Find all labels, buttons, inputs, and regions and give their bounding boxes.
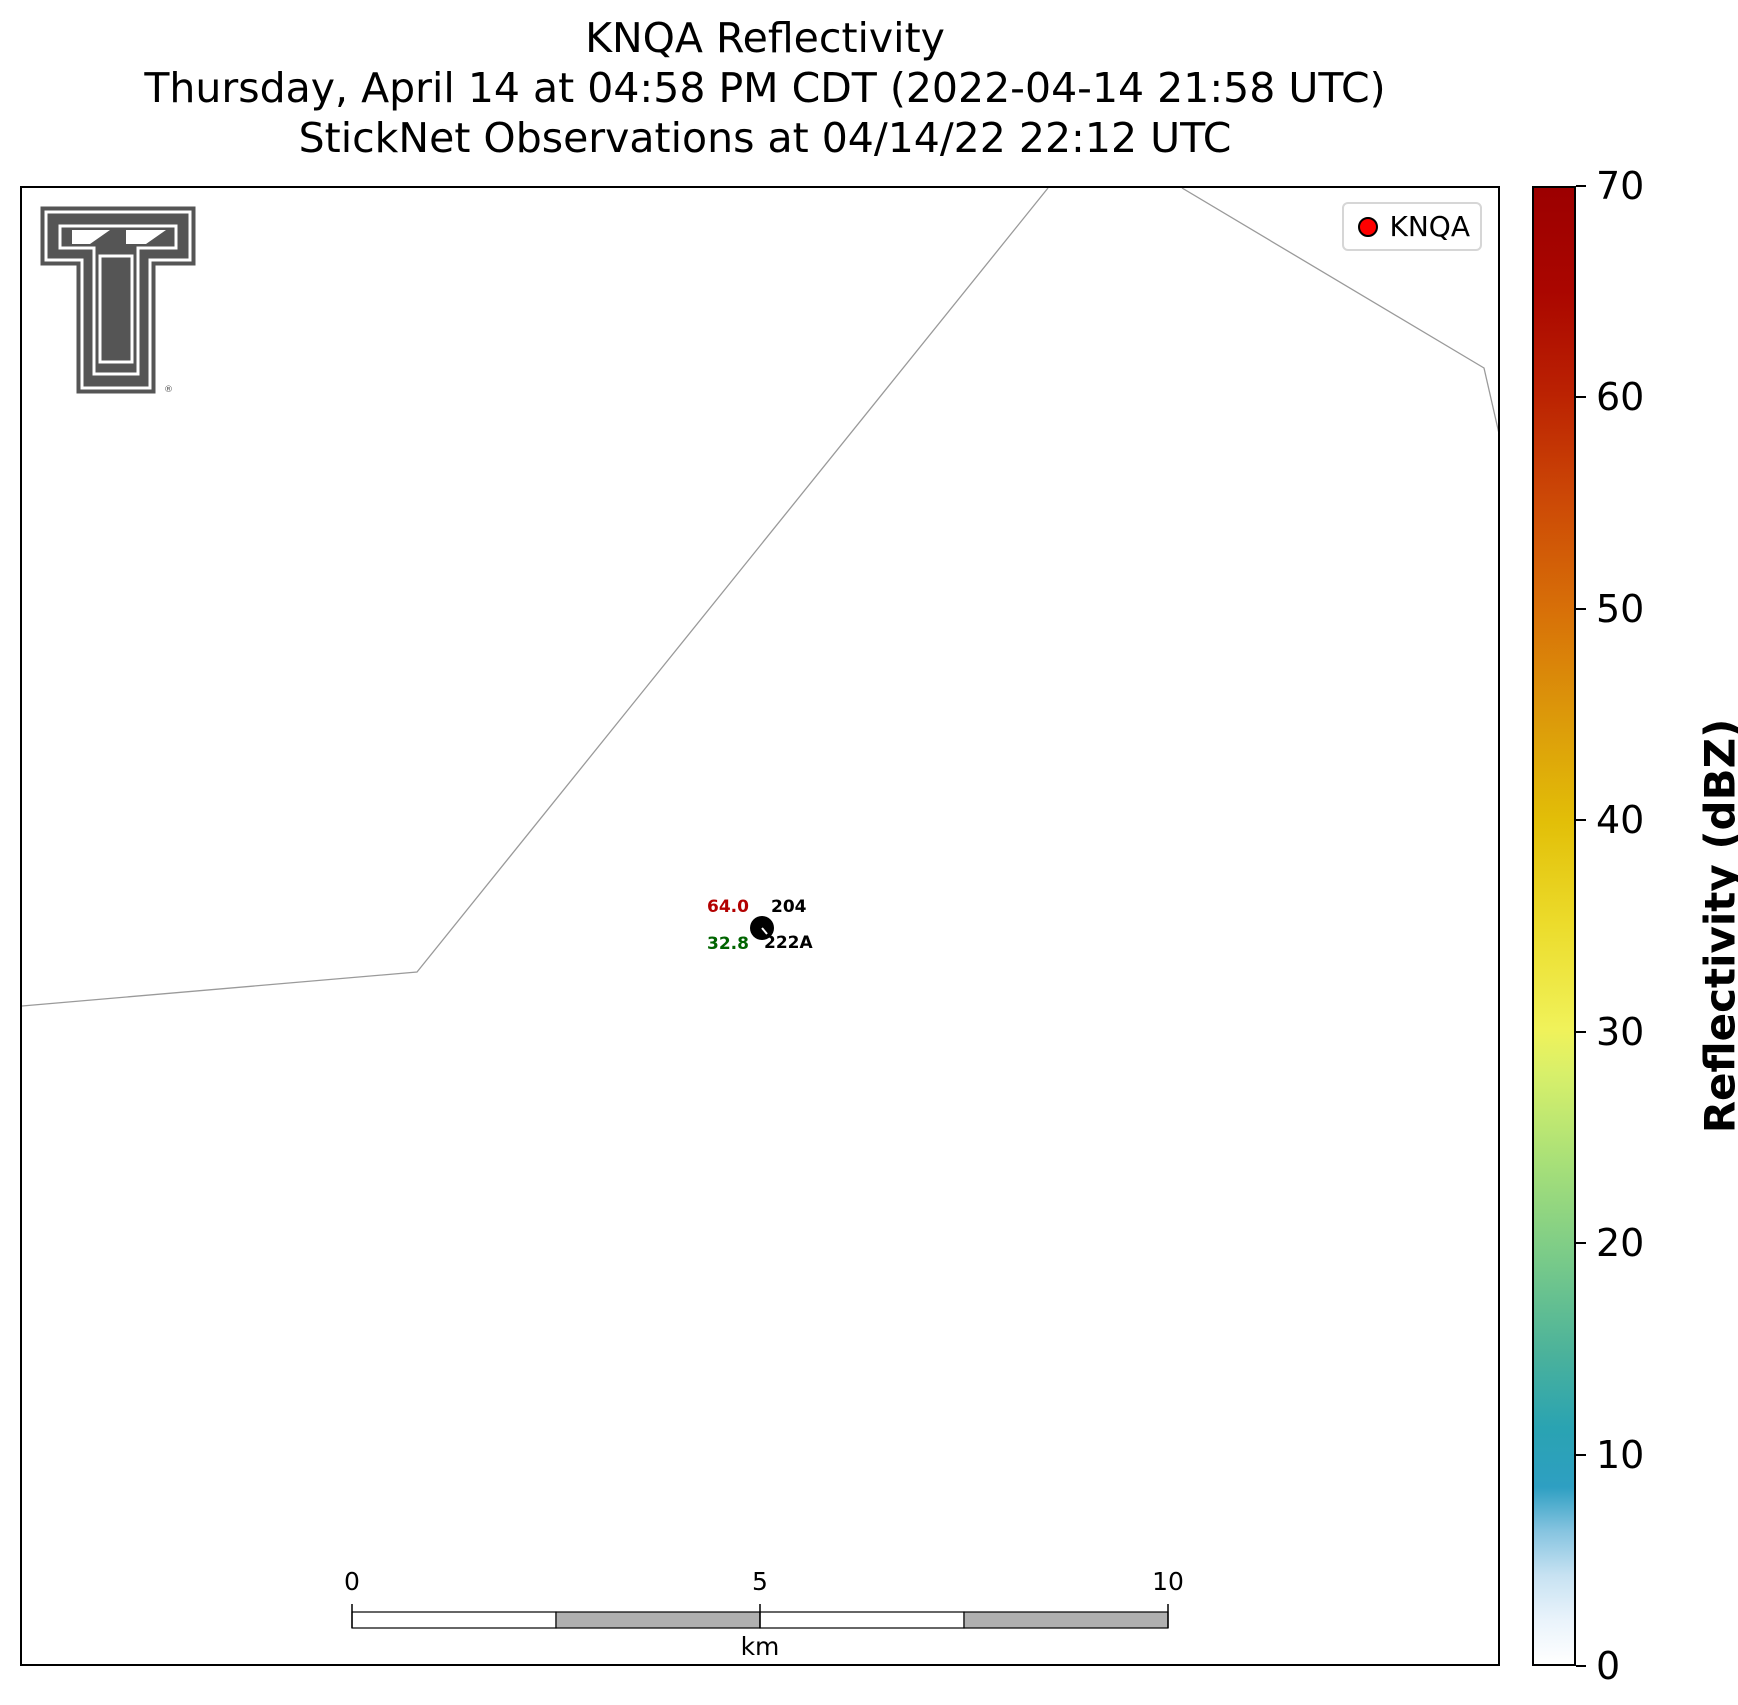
colorbar-tick-label: 60 — [1596, 375, 1645, 420]
registered-mark: ® — [164, 385, 173, 395]
scale-tick-label: 10 — [1152, 1567, 1184, 1596]
legend-label: KNQA — [1389, 210, 1471, 243]
map-panel: ® KNQA 64.0 204 32.8 222A 0 5 10 km — [20, 186, 1500, 1666]
station-sub-id: 222A — [764, 933, 813, 953]
station-id: 204 — [771, 897, 807, 917]
legend-marker — [1357, 216, 1378, 237]
colorbar-tick-label: 70 — [1596, 164, 1645, 208]
scale-bar — [351, 1604, 1169, 1629]
title-observations: StickNet Observations at 04/14/22 22:12 … — [298, 114, 1232, 162]
colorbar-tick-label: 10 — [1596, 1432, 1645, 1477]
scale-segment — [351, 1611, 557, 1629]
station-temperature: 64.0 — [707, 897, 749, 917]
wind-barb — [761, 927, 768, 935]
colorbar-tick-label: 50 — [1596, 586, 1645, 631]
county-boundary-line — [1181, 188, 1498, 433]
scale-tick-label: 0 — [344, 1567, 360, 1596]
colorbar-tick-label: 0 — [1596, 1644, 1621, 1688]
colorbar-tick — [1576, 1030, 1586, 1033]
county-boundary-line — [22, 188, 1049, 1007]
title-time: Thursday, April 14 at 04:58 PM CDT (2022… — [144, 64, 1386, 112]
colorbar-tick-label: 40 — [1596, 798, 1645, 843]
colorbar-tick — [1576, 1665, 1586, 1667]
colorbar-tick — [1576, 819, 1586, 822]
colorbar-tick — [1576, 1242, 1586, 1245]
station-dewpoint: 32.8 — [707, 934, 749, 954]
scale-unit-label: km — [740, 1632, 780, 1661]
legend: KNQA — [1341, 202, 1482, 251]
colorbar-tick-label: 30 — [1596, 1009, 1645, 1054]
colorbar-tick — [1576, 396, 1586, 399]
scale-segment — [963, 1611, 1169, 1629]
colorbar — [1532, 186, 1576, 1666]
colorbar-tick — [1576, 1453, 1586, 1456]
title-radar: KNQA Reflectivity — [585, 14, 945, 62]
map-canvas: ® — [22, 188, 1498, 1629]
colorbar-title: Reflectivity (dBZ) — [1695, 718, 1738, 1134]
colorbar-tick — [1576, 185, 1586, 187]
colorbar-tick-label: 20 — [1596, 1221, 1645, 1266]
colorbar-tick — [1576, 607, 1586, 610]
scale-segment — [555, 1611, 761, 1629]
scale-segment — [759, 1611, 965, 1629]
texas-tech-logo: ® — [40, 206, 196, 395]
scale-tick-label: 5 — [752, 1567, 768, 1596]
